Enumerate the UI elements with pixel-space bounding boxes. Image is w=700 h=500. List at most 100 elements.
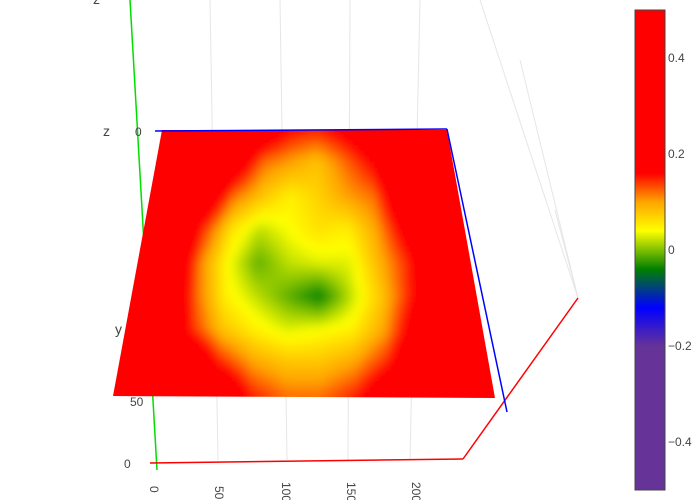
surface-cell	[289, 146, 296, 153]
surface-cell	[272, 363, 280, 370]
surface-cell	[293, 174, 300, 181]
surface-cell	[128, 273, 137, 281]
surface-cell	[327, 135, 334, 142]
surface-cell	[277, 201, 285, 209]
surface-cell	[342, 257, 350, 265]
surface-cell	[483, 336, 492, 343]
surface-cell	[323, 174, 331, 181]
surface-cell	[345, 324, 353, 331]
surface-cell	[328, 391, 337, 398]
surface-cell	[384, 119, 389, 125]
surface-cell	[271, 235, 278, 242]
surface-cell	[284, 396, 292, 398]
surface-cell	[286, 119, 291, 125]
surface-cell	[233, 307, 241, 314]
surface-cell	[242, 251, 250, 259]
surface-cell	[348, 162, 355, 170]
surface-cell	[487, 391, 495, 398]
surface-cell	[491, 380, 495, 388]
surface-cell	[413, 403, 420, 409]
surface-cell	[326, 268, 333, 276]
surface-cell	[330, 224, 337, 231]
surface-cell	[322, 390, 331, 398]
grid-line	[479, 0, 579, 299]
surface-cell	[251, 196, 259, 203]
surface-cell	[297, 296, 305, 303]
surface-cell	[131, 229, 139, 236]
surface-cell	[292, 279, 300, 287]
surface[interactable]	[98, 119, 510, 409]
surface-cell	[147, 173, 155, 181]
surface-cell	[309, 391, 318, 398]
surface-cell	[360, 385, 368, 393]
surface-cell	[309, 340, 317, 348]
surface-cell	[315, 352, 324, 359]
surface-cell	[158, 119, 164, 125]
surface-cell	[303, 263, 311, 270]
surface-cell	[384, 369, 392, 376]
surface-cell	[196, 379, 205, 386]
surface-cell	[250, 312, 258, 320]
surface-cell	[309, 307, 317, 315]
surface-cell	[270, 135, 277, 142]
surface-cell	[291, 368, 299, 376]
surface-cell	[443, 397, 452, 398]
surface-cell	[303, 324, 311, 331]
surface-cell	[228, 223, 236, 231]
surface-cell	[315, 374, 324, 381]
surface-cell	[303, 274, 311, 281]
surface-cell	[342, 119, 347, 125]
surface-cell	[393, 274, 401, 281]
surface-cell	[255, 335, 263, 342]
surface-cell	[298, 212, 305, 220]
surface-cell	[292, 290, 300, 298]
surface-cell	[117, 301, 126, 308]
surface-cell	[230, 340, 239, 348]
surface-cell	[229, 119, 234, 125]
surface-cell	[315, 290, 323, 298]
surface-cell	[269, 140, 277, 148]
x-axis-tick-100: 100	[279, 482, 293, 500]
surface-cell	[253, 262, 261, 270]
surface-cell	[197, 368, 206, 375]
surface-cell	[262, 119, 267, 125]
surface-cell	[388, 280, 396, 287]
surface-cell	[226, 323, 234, 331]
surface-cell	[332, 140, 339, 148]
surface-cell	[357, 341, 366, 348]
surface-cell	[237, 257, 245, 264]
surface-cell	[290, 119, 295, 125]
surface-cell	[332, 301, 340, 309]
surface-cell	[269, 285, 277, 292]
surface-cell	[309, 290, 317, 298]
surface-cell	[303, 268, 311, 276]
surface-cell	[343, 168, 351, 176]
surface-cell	[214, 318, 223, 325]
surface-cell	[224, 340, 233, 348]
surface-cell	[336, 403, 343, 409]
surface-cell	[262, 190, 270, 198]
surface-cell	[297, 368, 305, 376]
surface-cell	[325, 235, 332, 242]
surface-cell	[184, 373, 193, 381]
surface-cell	[339, 329, 347, 337]
surface-cell	[268, 174, 275, 181]
surface-cell	[282, 224, 289, 231]
surface-cell	[259, 157, 266, 164]
surface-cell	[342, 140, 349, 148]
surface-cell	[371, 363, 379, 370]
surface-cell	[262, 201, 269, 209]
surface-cell	[345, 335, 353, 343]
surface-cell	[335, 218, 343, 226]
surface-cell	[227, 379, 236, 386]
surface-cell	[356, 307, 364, 315]
surface-cell	[280, 285, 288, 292]
surface-cell	[255, 329, 263, 337]
surface-cell	[254, 240, 262, 248]
surface-cell	[303, 218, 311, 226]
surface-cell	[320, 268, 328, 276]
surface-cell	[454, 146, 462, 153]
surface-cell	[351, 130, 358, 137]
surface-cell	[473, 252, 482, 259]
